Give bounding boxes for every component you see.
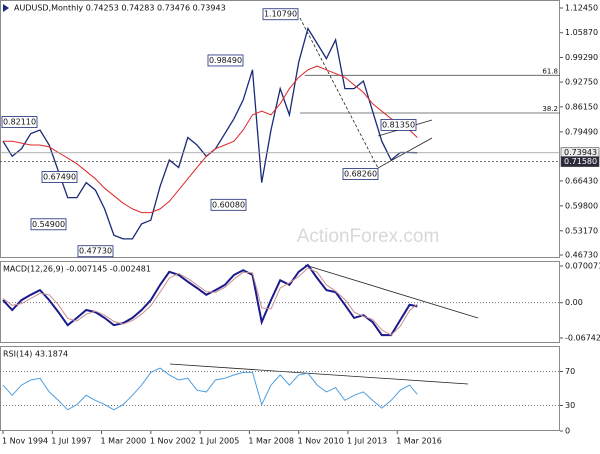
annotation-label: 0.47730 xyxy=(79,247,112,256)
x-tick-label: 1 Jul 2013 xyxy=(347,437,387,446)
y-tick-label: 70 xyxy=(565,367,575,376)
panel-title: RSI(14) 43.1874 xyxy=(3,350,68,359)
y-tick-label: 0 xyxy=(565,427,570,436)
annotation-label: 0.60080 xyxy=(212,200,245,209)
x-tick-label: 1 Mar 2000 xyxy=(101,437,147,446)
y-tick-label: 1.12450 xyxy=(565,4,598,13)
x-tick-label: 1 Jul 2005 xyxy=(199,437,239,446)
fib-label: 61.8 xyxy=(542,67,558,75)
price-box-label: 0.71580 xyxy=(564,157,597,166)
y-tick-label: 0.86150 xyxy=(565,102,598,111)
annotation-box xyxy=(77,245,114,258)
panel-frame xyxy=(0,346,560,431)
price-box xyxy=(560,156,600,167)
x-tick-label: 1 Nov 2002 xyxy=(150,437,196,446)
y-tick-label: 1.05870 xyxy=(565,28,598,37)
annotation-box xyxy=(210,198,247,211)
annotation-label: 0.54900 xyxy=(32,220,65,229)
y-tick-label: 30 xyxy=(565,401,575,410)
rsi-trend-line xyxy=(169,363,469,385)
series-line xyxy=(2,267,418,336)
y-tick-label: -0.067423 xyxy=(565,333,600,342)
series-line xyxy=(2,367,418,411)
trend-line xyxy=(299,17,379,169)
annotation-label: 0.81350 xyxy=(382,120,415,129)
y-tick-label: 0.66430 xyxy=(565,176,598,185)
y-tick-label: 0.79490 xyxy=(565,127,598,136)
fib-label: 38.2 xyxy=(542,105,558,113)
annotation-label: 0.82110 xyxy=(3,118,36,127)
annotation-label: 0.98490 xyxy=(209,56,242,65)
panel-frame xyxy=(0,0,560,258)
panel-frame xyxy=(0,261,560,343)
title-icon xyxy=(3,4,9,12)
annotation-box xyxy=(30,218,67,231)
y-tick-label: 0.99290 xyxy=(565,53,598,62)
watermark: ActionForex.com xyxy=(297,226,440,247)
annotation-box xyxy=(41,171,78,183)
x-tick-label: 1 Nov 2010 xyxy=(298,437,344,446)
annotation-label: 1.10790 xyxy=(264,10,297,19)
y-tick-label: 0.070071 xyxy=(565,261,600,270)
annotation-box xyxy=(1,116,38,128)
y-tick-label: 0.59800 xyxy=(565,201,598,210)
y-tick-label: 0.92750 xyxy=(565,78,598,87)
x-tick-label: 1 Mar 2016 xyxy=(396,437,442,446)
y-tick-label: 0.00 xyxy=(565,298,583,307)
y-tick-label: 0.46730 xyxy=(565,250,598,259)
annotation-box xyxy=(380,118,417,131)
panel-title: AUDUSD,Monthly 0.74253 0.74283 0.73476 0… xyxy=(14,4,226,13)
x-tick-label: 1 Jul 1997 xyxy=(51,437,91,446)
panel-title: MACD(12,26,9) -0.007145 -0.002481 xyxy=(3,265,151,274)
price-box-label: 0.73943 xyxy=(564,148,597,157)
y-tick-label: 0.53170 xyxy=(565,226,598,235)
annotation-box xyxy=(262,8,299,21)
x-tick-label: 1 Mar 2008 xyxy=(248,437,294,446)
annotation-label: 0.67490 xyxy=(43,172,76,181)
annotation-box xyxy=(342,168,379,180)
annotation-box xyxy=(207,54,244,67)
annotation-label: 0.68260 xyxy=(344,170,377,179)
x-tick-label: 1 Nov 1994 xyxy=(2,437,48,446)
macd-trend-line xyxy=(304,264,479,319)
